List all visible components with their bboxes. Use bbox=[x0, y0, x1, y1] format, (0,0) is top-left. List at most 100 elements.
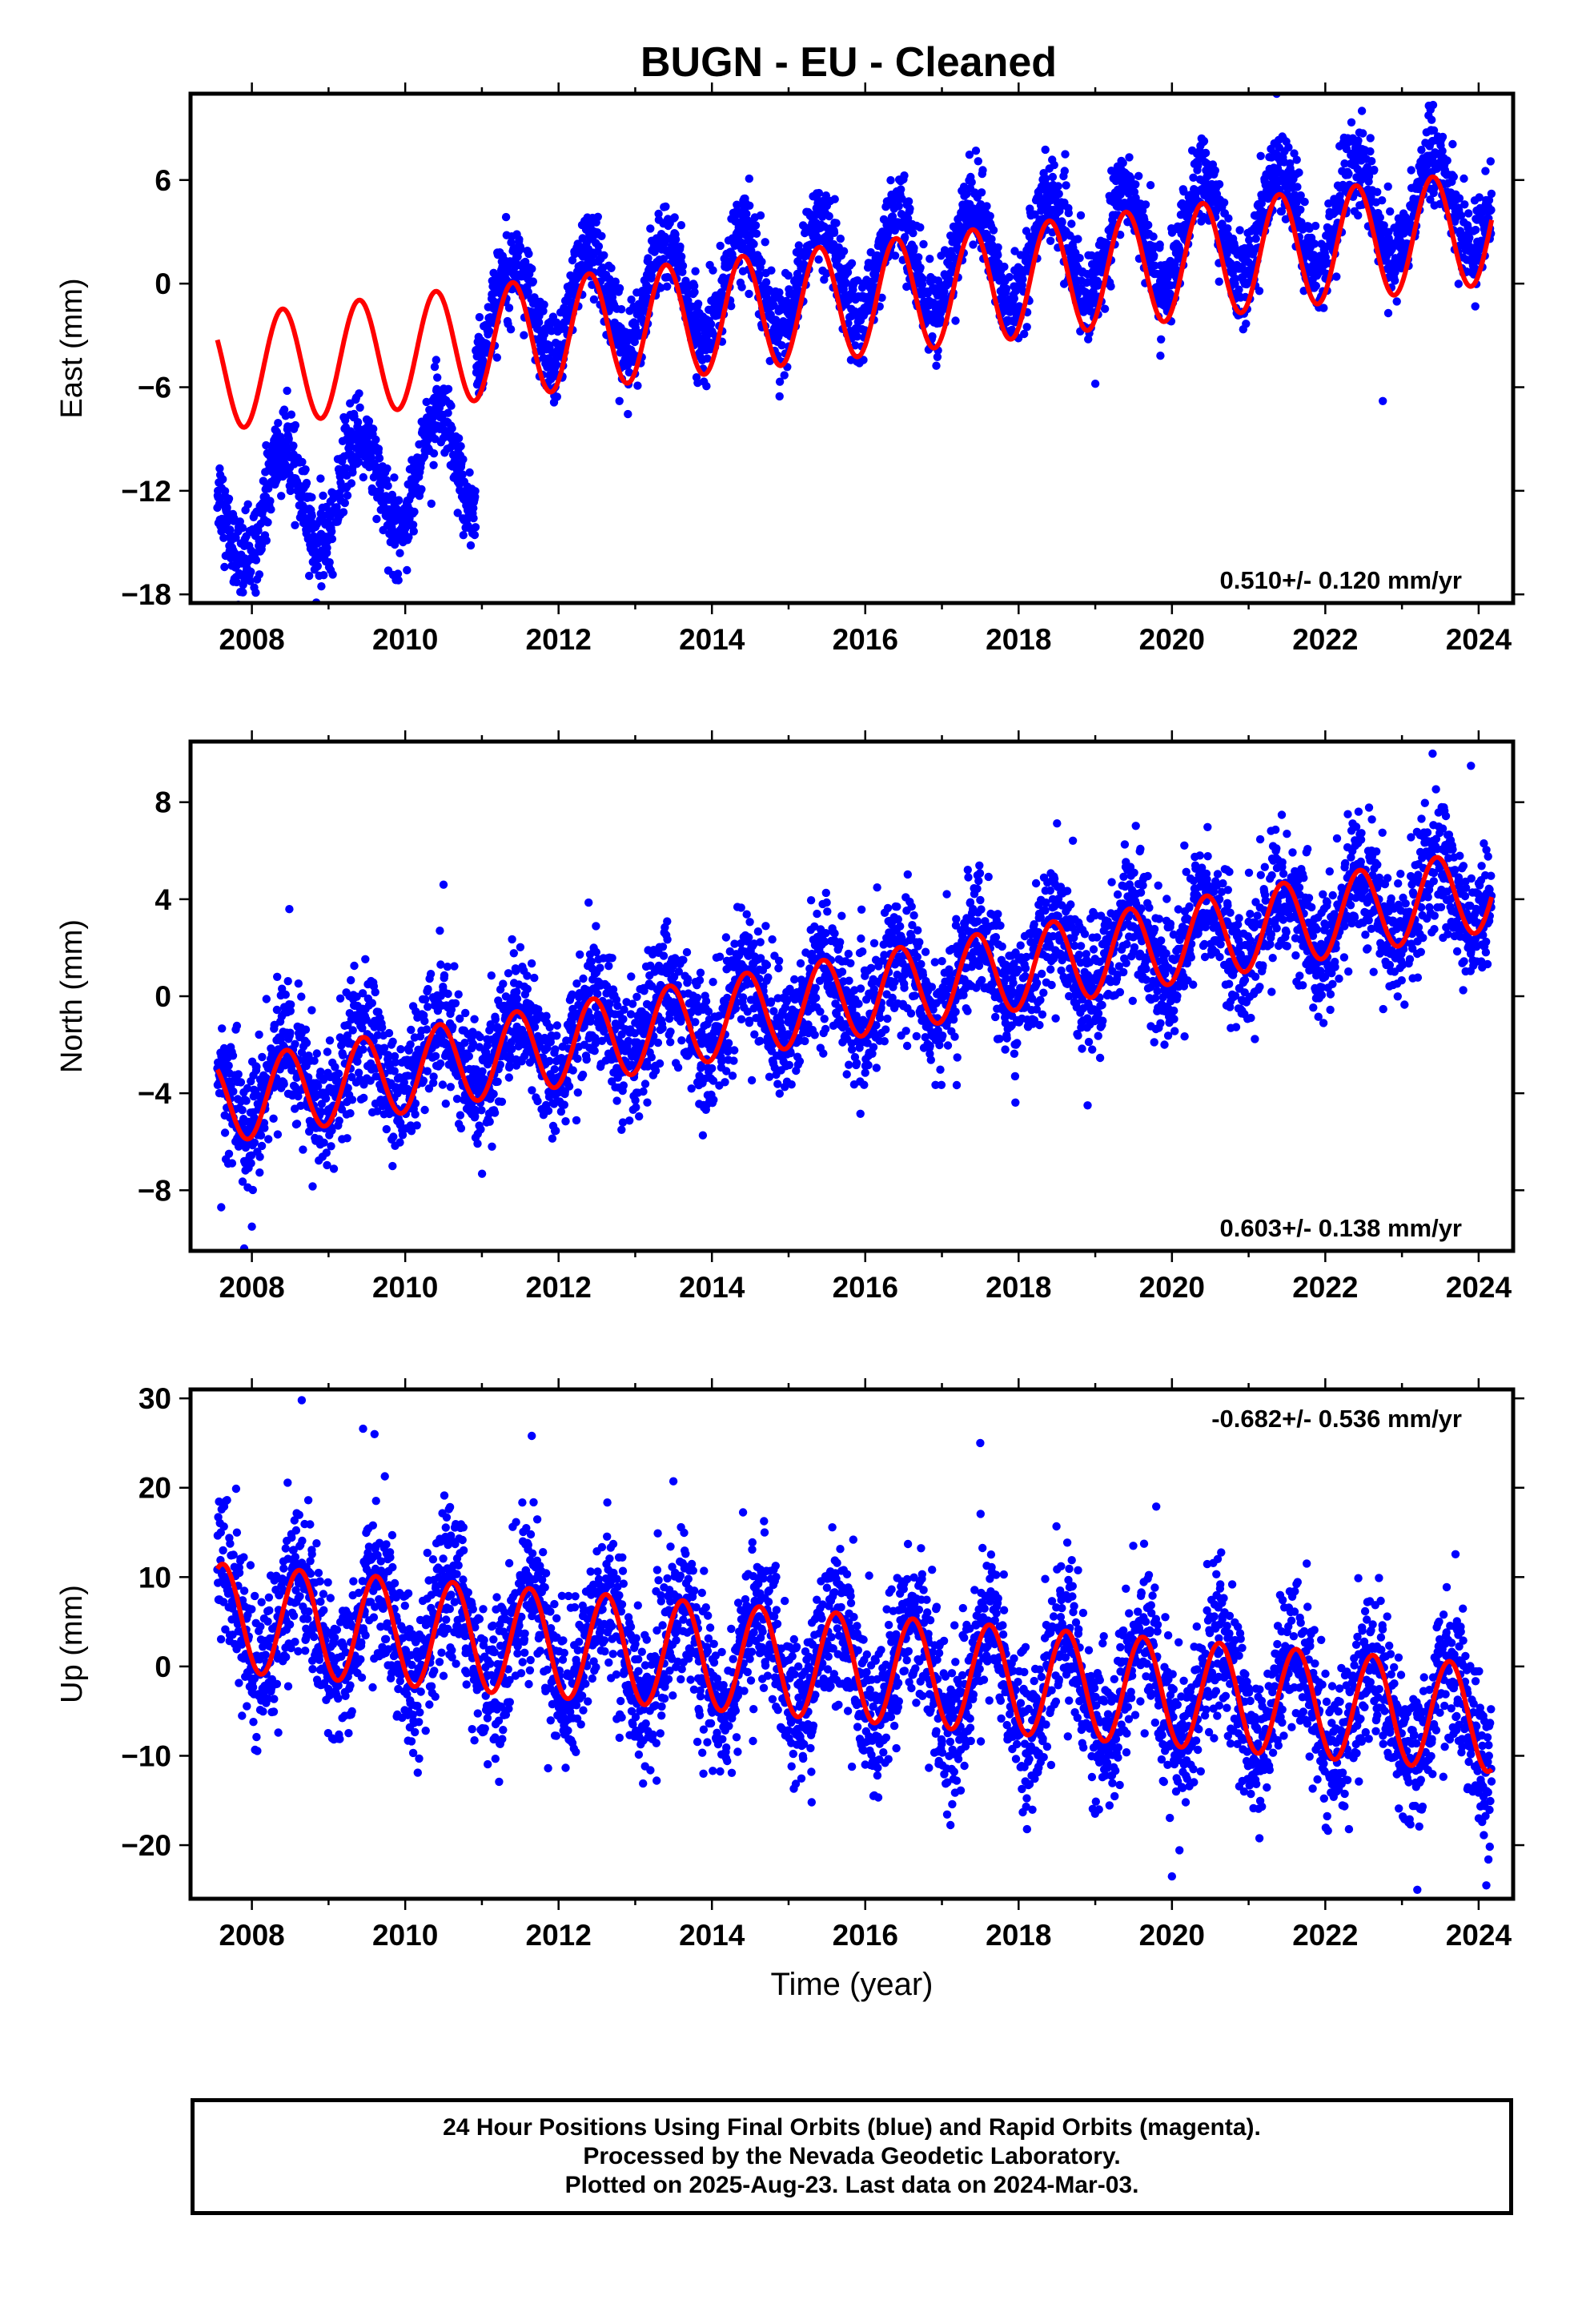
data-point bbox=[904, 197, 913, 206]
data-point bbox=[900, 171, 909, 180]
data-point bbox=[342, 464, 351, 472]
data-point bbox=[677, 221, 686, 230]
data-point bbox=[501, 992, 511, 1001]
data-point bbox=[252, 1062, 261, 1072]
data-point bbox=[615, 283, 624, 293]
data-point bbox=[224, 1149, 234, 1159]
data-point bbox=[607, 263, 616, 272]
data-point bbox=[465, 468, 474, 477]
data-point bbox=[359, 1045, 367, 1054]
data-point bbox=[407, 1025, 416, 1035]
data-point bbox=[1407, 166, 1415, 175]
data-point bbox=[916, 263, 925, 272]
data-point bbox=[238, 1177, 247, 1186]
data-point bbox=[287, 410, 296, 419]
data-point bbox=[332, 503, 341, 512]
data-point bbox=[1423, 161, 1431, 170]
data-point bbox=[229, 1087, 238, 1096]
data-point bbox=[660, 239, 669, 248]
data-point bbox=[1054, 182, 1062, 191]
data-point bbox=[615, 396, 624, 405]
data-point bbox=[371, 435, 380, 444]
data-point bbox=[235, 517, 244, 526]
data-point bbox=[283, 977, 292, 986]
data-point bbox=[378, 1023, 387, 1032]
data-point bbox=[492, 353, 501, 362]
data-point bbox=[476, 1125, 485, 1134]
data-point bbox=[1415, 183, 1423, 192]
data-point bbox=[436, 960, 445, 969]
data-point bbox=[1456, 211, 1466, 220]
data-point bbox=[1089, 287, 1098, 296]
data-point bbox=[257, 1141, 267, 1151]
data-point bbox=[440, 971, 449, 980]
data-point bbox=[1460, 200, 1469, 209]
data-point bbox=[656, 283, 665, 292]
data-point bbox=[654, 209, 663, 219]
data-point bbox=[396, 1138, 404, 1147]
data-point bbox=[1141, 200, 1150, 209]
data-point bbox=[1367, 157, 1376, 166]
data-point bbox=[331, 1063, 339, 1072]
data-point bbox=[343, 1084, 352, 1092]
data-point bbox=[1295, 168, 1303, 177]
data-point bbox=[1455, 194, 1464, 203]
data-point bbox=[274, 419, 283, 428]
data-point bbox=[296, 1101, 305, 1111]
data-point bbox=[504, 1073, 513, 1082]
data-point bbox=[398, 1131, 408, 1140]
data-point bbox=[1465, 233, 1474, 243]
data-point bbox=[251, 588, 260, 597]
data-point bbox=[469, 504, 478, 513]
data-point bbox=[255, 1168, 264, 1177]
data-point bbox=[1481, 167, 1490, 175]
data-point bbox=[1281, 215, 1291, 223]
data-point bbox=[520, 331, 528, 340]
data-point bbox=[444, 408, 452, 417]
data-point bbox=[273, 972, 282, 982]
data-point bbox=[1256, 151, 1265, 160]
data-point bbox=[291, 521, 299, 529]
data-point bbox=[246, 577, 255, 585]
data-point bbox=[284, 434, 293, 443]
panels: 2008 2010 2012 2014 2016 2018 2020 2022 2024−18−… bbox=[55, 82, 1524, 2002]
data-point bbox=[733, 200, 741, 209]
data-point bbox=[433, 373, 442, 382]
data-point bbox=[308, 1182, 317, 1191]
data-point bbox=[1379, 221, 1388, 230]
data-point bbox=[757, 257, 766, 267]
data-point bbox=[1258, 194, 1267, 203]
data-point bbox=[396, 1118, 405, 1128]
data-point bbox=[359, 472, 367, 482]
data-point bbox=[528, 264, 536, 273]
data-point bbox=[448, 1023, 457, 1031]
data-point bbox=[219, 475, 227, 484]
data-point bbox=[969, 240, 978, 249]
data-point bbox=[485, 1117, 494, 1126]
data-point bbox=[504, 304, 514, 312]
data-point bbox=[453, 509, 462, 517]
data-point bbox=[528, 277, 537, 286]
data-point bbox=[1378, 196, 1387, 205]
data-point bbox=[830, 195, 839, 203]
data-point bbox=[693, 300, 703, 308]
data-point bbox=[597, 231, 606, 240]
data-point bbox=[292, 1120, 302, 1128]
data-point bbox=[279, 1080, 288, 1088]
data-point bbox=[877, 293, 886, 302]
data-point bbox=[1157, 335, 1166, 344]
data-point bbox=[1075, 254, 1084, 263]
data-point bbox=[470, 1015, 479, 1023]
data-point bbox=[767, 266, 776, 275]
data-point bbox=[702, 382, 711, 391]
data-point bbox=[238, 1106, 247, 1115]
data-point bbox=[853, 332, 861, 341]
data-point bbox=[1383, 182, 1392, 191]
y-tick-label: −18 bbox=[121, 578, 171, 611]
data-point bbox=[951, 316, 960, 325]
data-point bbox=[411, 1099, 420, 1108]
data-point bbox=[383, 464, 391, 473]
data-point bbox=[286, 1028, 295, 1037]
data-point bbox=[600, 251, 608, 259]
data-point bbox=[393, 569, 403, 578]
